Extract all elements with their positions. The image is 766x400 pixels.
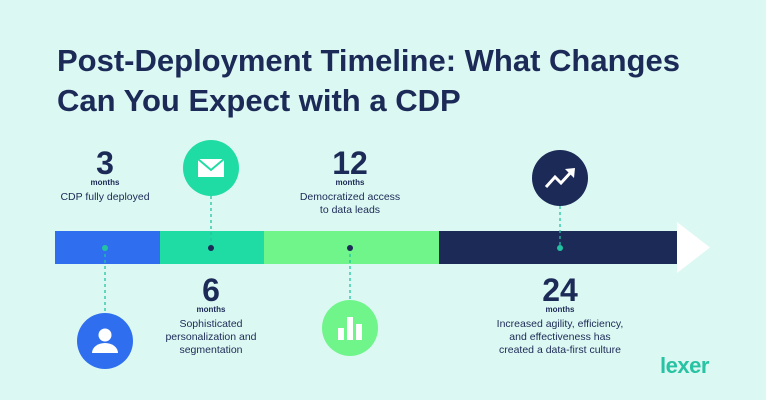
milestone-unit: months	[336, 178, 365, 187]
title-line: Post-Deployment Timeline: What Changes	[57, 43, 680, 78]
mail-icon	[183, 140, 239, 196]
milestone-unit: months	[91, 178, 120, 187]
milestone-description: to data leads	[320, 204, 380, 216]
person-icon	[77, 313, 133, 369]
logo: lexer	[660, 353, 710, 378]
milestone-description: CDP fully deployed	[60, 191, 149, 203]
dot	[102, 245, 108, 251]
milestone-description: Democratized access	[300, 191, 400, 203]
milestone-number: 3	[96, 145, 114, 181]
trend-icon	[532, 150, 588, 206]
milestone-description: Increased agility, efficiency,	[497, 318, 624, 330]
dot	[208, 245, 214, 251]
chart-icon	[322, 300, 378, 356]
milestone-number: 12	[332, 145, 368, 181]
milestone-unit: months	[546, 305, 575, 314]
milestone-description: and effectiveness has	[509, 331, 610, 343]
milestone-description: personalization and	[165, 331, 256, 343]
milestone-description: Sophisticated	[179, 318, 242, 330]
milestone-description: segmentation	[179, 344, 242, 356]
dot	[347, 245, 353, 251]
milestone-number: 6	[202, 272, 220, 308]
milestone-description: created a data-first culture	[499, 344, 621, 356]
milestone-unit: months	[197, 305, 226, 314]
title-line: Can You Expect with a CDP	[57, 83, 461, 118]
arrow-head	[677, 222, 710, 273]
milestone-number: 24	[542, 272, 578, 308]
dot	[557, 245, 563, 251]
